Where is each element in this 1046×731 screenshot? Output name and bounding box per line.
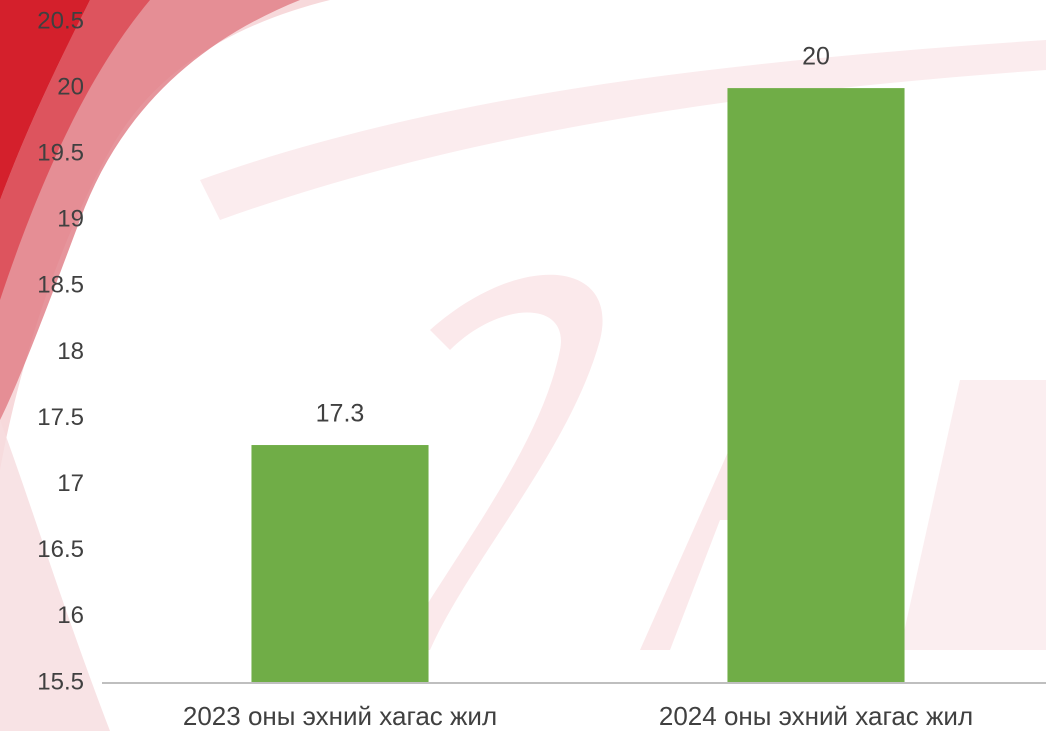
y-tick-label: 15.5 xyxy=(37,668,84,695)
data-label: 20 xyxy=(802,43,830,71)
y-tick-label: 16.5 xyxy=(37,536,84,563)
y-tick-label: 17 xyxy=(57,470,84,497)
y-tick-label: 18.5 xyxy=(37,272,84,299)
x-tick-label: 2024 оны эхний хагас жил xyxy=(659,701,973,731)
y-tick-label: 19 xyxy=(57,206,84,233)
y-tick-label: 20 xyxy=(57,73,84,100)
y-tick-label: 20.5 xyxy=(37,7,84,34)
data-label: 17.3 xyxy=(316,400,365,428)
x-tick-label: 2023 оны эхний хагас жил xyxy=(183,701,497,731)
y-tick-label: 17.5 xyxy=(37,404,84,431)
y-tick-label: 18 xyxy=(57,338,84,365)
y-tick-label: 16 xyxy=(57,602,84,629)
bar xyxy=(251,445,429,683)
y-tick-label: 19.5 xyxy=(37,140,84,167)
bar xyxy=(727,88,905,684)
